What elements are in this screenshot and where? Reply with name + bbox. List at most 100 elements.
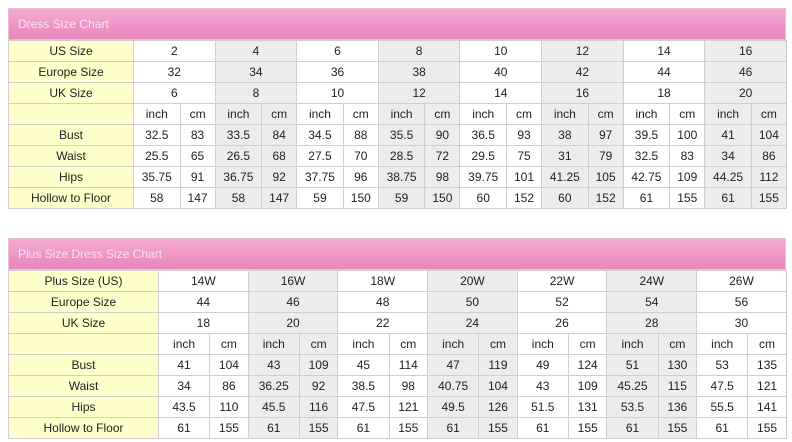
measure-cell: 51.5 (516, 396, 569, 418)
measure-cell: 136 (657, 396, 698, 418)
unit-label: inch (606, 333, 659, 355)
measure-cell: 119 (478, 354, 518, 376)
measure-cell: 43 (516, 375, 569, 397)
measure-cell: 116 (298, 396, 339, 418)
size-cell: 24W (606, 270, 698, 292)
measure-cell: 53.5 (606, 396, 659, 418)
unit-label: inch (247, 333, 300, 355)
measure-cell: 92 (261, 166, 298, 188)
size-cell: 46 (247, 291, 339, 313)
unit-label: inch (133, 103, 181, 125)
table-row: Waist 34 86 36.25 92 38.5 98 40.75 104 43 109 45.25… (8, 375, 787, 397)
table-row: Plus Size (US) 14W 16W 18W 20W 22W 24W 26W (8, 270, 787, 292)
unit-label: inch (427, 333, 480, 355)
size-cell: 18 (622, 82, 706, 104)
measure-cell: 92 (298, 375, 339, 397)
measure-label: Hollow to Floor (8, 187, 134, 209)
unit-label: inch (157, 333, 211, 355)
measure-cell: 155 (657, 417, 698, 439)
size-cell: 36 (296, 61, 379, 83)
measure-cell: 96 (342, 166, 379, 188)
unit-label: inch (516, 333, 569, 355)
measure-cell: 121 (747, 375, 787, 397)
measure-cell: 104 (750, 124, 787, 146)
unit-label: cm (209, 333, 249, 355)
measure-cell: 61 (247, 417, 300, 439)
measure-cell: 40.75 (427, 375, 480, 397)
measure-cell: 33.5 (214, 124, 263, 146)
measure-cell: 45.5 (247, 396, 300, 418)
measure-label: Waist (8, 145, 134, 167)
measure-label: Hollow to Floor (8, 417, 159, 439)
measure-cell: 61 (427, 417, 480, 439)
size-cell: 42 (541, 61, 624, 83)
size-cell: 56 (696, 291, 787, 313)
measure-cell: 47.5 (337, 396, 390, 418)
size-cell: 54 (606, 291, 698, 313)
size-cell: 26 (516, 312, 608, 334)
measure-cell: 41 (157, 354, 211, 376)
row-label: UK Size (8, 82, 134, 104)
measure-cell: 38.5 (337, 375, 390, 397)
dress-size-chart: Dress Size Chart US Size 2 4 6 8 10 12 14 16 Europ… (8, 8, 787, 209)
measure-cell: 90 (424, 124, 461, 146)
measure-cell: 155 (747, 417, 787, 439)
size-cell: 24 (427, 312, 518, 334)
measure-cell: 155 (669, 187, 706, 209)
measure-cell: 49.5 (427, 396, 480, 418)
table-row: Bust 41 104 43 109 45 114 47 119 49 124 51 130 53 135 (8, 354, 787, 376)
measure-cell: 84 (261, 124, 298, 146)
unit-label: inch (696, 333, 749, 355)
size-cell: 14 (459, 82, 543, 104)
measure-cell: 88 (342, 124, 379, 146)
row-label (8, 333, 159, 355)
unit-label: cm (179, 103, 216, 125)
measure-cell: 53 (696, 354, 749, 376)
size-cell: 12 (541, 40, 624, 62)
table-row: UK Size 6 8 10 12 14 16 18 20 (8, 82, 787, 104)
unit-label: cm (505, 103, 543, 125)
row-label: Europe Size (8, 291, 159, 313)
measure-cell: 28.5 (377, 145, 426, 167)
size-cell: 14 (622, 40, 706, 62)
chart-title: Dress Size Chart (8, 8, 786, 40)
measure-cell: 152 (587, 187, 624, 209)
measure-cell: 155 (478, 417, 518, 439)
unit-label: inch (541, 103, 589, 125)
table-row: Europe Size 32 34 36 38 40 42 44 46 (8, 61, 787, 83)
measure-cell: 86 (750, 145, 787, 167)
measure-cell: 83 (179, 124, 216, 146)
unit-label: cm (669, 103, 706, 125)
size-cell: 10 (459, 40, 543, 62)
measure-cell: 98 (424, 166, 461, 188)
measure-cell: 124 (567, 354, 608, 376)
measure-cell: 61 (157, 417, 211, 439)
measure-cell: 43.5 (157, 396, 211, 418)
size-cell: 20 (704, 82, 787, 104)
row-label (8, 103, 134, 125)
measure-label: Waist (8, 375, 159, 397)
measure-cell: 155 (567, 417, 608, 439)
measure-cell: 41 (704, 124, 752, 146)
size-cell: 40 (459, 61, 543, 83)
measure-cell: 61 (622, 187, 671, 209)
table-row: Hollow to Floor 61 155 61 155 61 155 61 155 61 155… (8, 417, 787, 439)
measure-cell: 141 (747, 396, 787, 418)
table-row: Bust 32.5 83 33.5 84 34.5 88 35.5 90 36.5 93 38 97 39… (8, 124, 787, 146)
size-cell: 30 (696, 312, 787, 334)
measure-cell: 135 (747, 354, 787, 376)
measure-cell: 65 (179, 145, 216, 167)
unit-label: inch (296, 103, 344, 125)
measure-cell: 39.5 (622, 124, 671, 146)
measure-cell: 79 (587, 145, 624, 167)
table-row: Europe Size 44 46 48 50 52 54 56 (8, 291, 787, 313)
measure-cell: 104 (209, 354, 249, 376)
unit-label: cm (587, 103, 624, 125)
size-table: US Size 2 4 6 8 10 12 14 16 Europe Size 32 34 36 38 40… (8, 40, 787, 209)
measure-cell: 114 (388, 354, 429, 376)
measure-cell: 36.5 (459, 124, 507, 146)
size-cell: 8 (377, 40, 461, 62)
size-cell: 34 (214, 61, 298, 83)
measure-cell: 58 (133, 187, 181, 209)
measure-cell: 75 (505, 145, 543, 167)
